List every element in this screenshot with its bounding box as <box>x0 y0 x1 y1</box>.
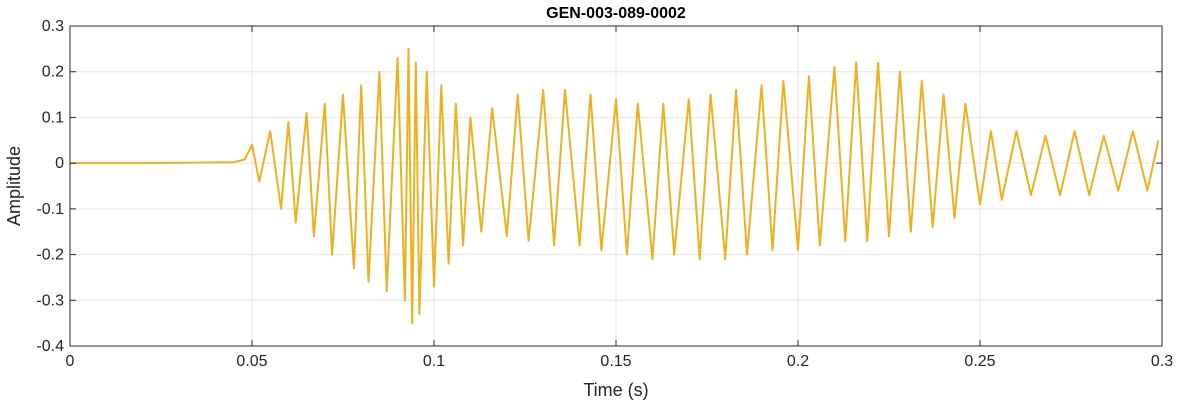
y-tick-label: 0.2 <box>42 64 64 81</box>
y-tick-label: -0.1 <box>36 201 64 218</box>
y-tick-label: -0.3 <box>36 292 64 309</box>
x-tick-label: 0.05 <box>236 353 267 370</box>
x-tick-label: 0 <box>66 353 75 370</box>
y-tick-label: 0.3 <box>42 18 64 35</box>
tick-layer: 0 0.05 0.1 0.15 0.2 0.25 0.3 -0.4 -0.3 -0.2 -0.1 0 0… <box>36 18 1173 370</box>
chart-title: GEN-003-089-0002 <box>546 5 686 22</box>
x-axis-label: Time (s) <box>583 380 648 400</box>
x-tick-label: 0.15 <box>600 353 631 370</box>
y-tick-label: 0 <box>55 155 64 172</box>
y-axis-label: Amplitude <box>4 146 24 226</box>
series-line <box>70 47 1160 325</box>
x-tick-label: 0.1 <box>423 353 445 370</box>
x-tick-label: 0.2 <box>787 353 809 370</box>
series-layer <box>70 47 1160 325</box>
x-tick-label: 0.25 <box>964 353 995 370</box>
y-tick-label: -0.4 <box>36 338 64 355</box>
y-tick-label: 0.1 <box>42 109 64 126</box>
x-tick-label: 0.3 <box>1151 353 1173 370</box>
y-tick-label: -0.2 <box>36 247 64 264</box>
